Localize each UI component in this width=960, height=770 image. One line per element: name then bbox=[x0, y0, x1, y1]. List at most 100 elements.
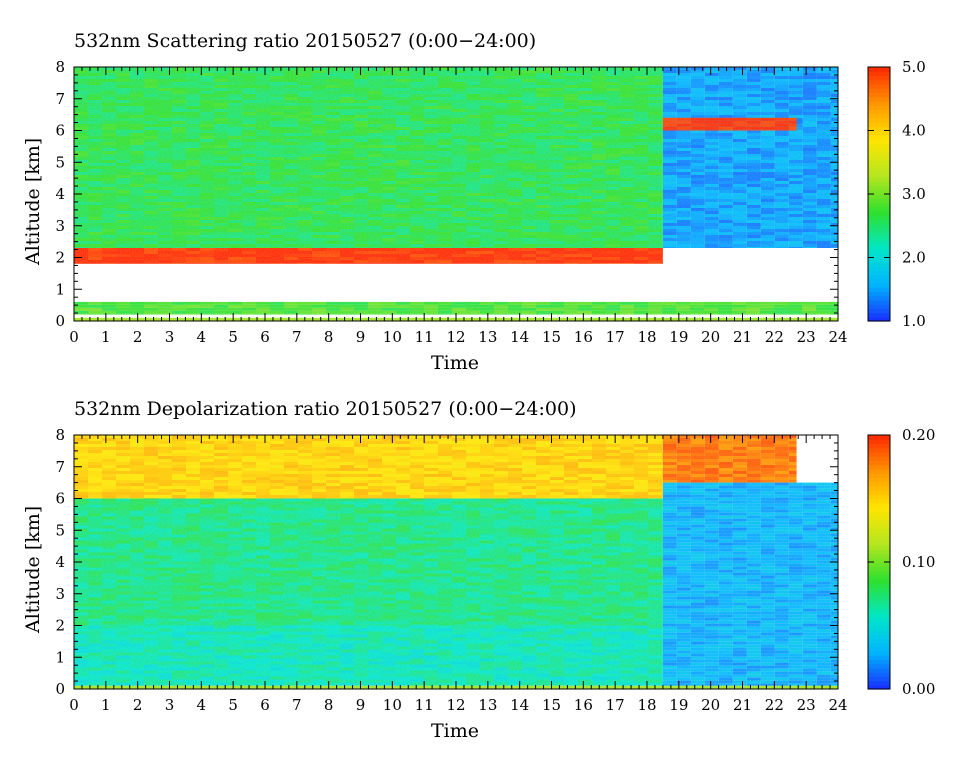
x-tick-label: 24 bbox=[828, 328, 847, 346]
x-axis: 0 1 2 3 4 5 6 7 8 9 10 11 12 13 14 15 16 17 18 19 20 21 22 23 24 bbox=[69, 67, 848, 346]
colorbar-segment bbox=[868, 164, 890, 170]
colorbar-segment bbox=[868, 676, 890, 682]
scattering-ratio-panel: 532nm Scattering ratio 20150527 (0:00−24… bbox=[22, 30, 926, 374]
colorbar-segment bbox=[868, 249, 890, 254]
colorbar-segment bbox=[868, 88, 890, 93]
colorbar-segment bbox=[868, 253, 890, 259]
colorbar-segment bbox=[868, 79, 890, 85]
y-tick-label: 2 bbox=[55, 249, 65, 267]
y-axis-label: Altitude [km] bbox=[22, 505, 44, 633]
colorbar-segment bbox=[868, 583, 890, 588]
colorbar-tick-label: 0.20 bbox=[902, 426, 935, 444]
colorbar-segment bbox=[868, 435, 890, 440]
x-tick-label: 9 bbox=[356, 696, 366, 714]
colorbar-segment bbox=[868, 177, 890, 182]
x-tick-label: 5 bbox=[228, 328, 238, 346]
scattering-ratio-plot: 0 1 2 3 4 5 6 7 8 9 10 11 12 13 14 15 16 17 18 19 20 21 22 23 24… bbox=[55, 58, 926, 346]
colorbar-segment bbox=[868, 490, 890, 495]
colorbar-segment bbox=[868, 147, 890, 153]
colorbar-segment bbox=[868, 460, 890, 466]
colorbar-segment bbox=[868, 202, 890, 208]
colorbar-segment bbox=[868, 278, 890, 284]
x-tick-label: 17 bbox=[606, 696, 625, 714]
x-axis-label: Time bbox=[431, 720, 480, 742]
colorbar-segment bbox=[868, 638, 890, 644]
x-tick-label: 19 bbox=[669, 696, 688, 714]
x-tick-label: 14 bbox=[510, 328, 529, 346]
depolarization-ratio-plot: 0 1 2 3 4 5 6 7 8 9 10 11 12 13 14 15 16 17 18 19 20 21 22 23 24… bbox=[55, 426, 935, 714]
x-tick-label: 1 bbox=[101, 328, 111, 346]
colorbar-segment bbox=[868, 468, 890, 474]
colorbar-segment bbox=[868, 515, 890, 521]
x-tick-label: 3 bbox=[165, 328, 175, 346]
colorbar-segment bbox=[868, 75, 890, 81]
colorbar-segment bbox=[868, 189, 890, 195]
colorbar-segment bbox=[868, 553, 890, 559]
colorbar-segment bbox=[868, 473, 890, 478]
colorbar-segment bbox=[868, 485, 890, 491]
colorbar-segment bbox=[868, 83, 890, 89]
colorbar-segment bbox=[868, 464, 890, 470]
colorbar-segment bbox=[868, 659, 890, 665]
x-tick-label: 19 bbox=[669, 328, 688, 346]
colorbar-segment bbox=[868, 663, 890, 669]
colorbar-segment bbox=[868, 680, 890, 686]
x-tick-label: 2 bbox=[133, 328, 143, 346]
colorbar-segment bbox=[868, 536, 890, 542]
colorbar-segment bbox=[868, 456, 890, 461]
y-tick-label: 4 bbox=[55, 553, 65, 571]
colorbar-segment bbox=[868, 672, 890, 677]
y-tick-label: 3 bbox=[55, 217, 65, 235]
colorbar-segment bbox=[868, 439, 890, 445]
colorbar-segment bbox=[868, 282, 890, 288]
colorbar-segment bbox=[868, 92, 890, 98]
noise-overlay bbox=[74, 435, 838, 689]
colorbar-tick-label: 0.10 bbox=[902, 553, 935, 571]
colorbar-segment bbox=[868, 257, 890, 263]
colorbar-segment bbox=[868, 604, 890, 610]
x-tick-label: 2 bbox=[133, 696, 143, 714]
colorbar-segment bbox=[868, 105, 890, 110]
colorbar-segment bbox=[868, 629, 890, 635]
y-tick-label: 1 bbox=[55, 648, 65, 666]
colorbar-segment bbox=[868, 143, 890, 149]
x-tick-label: 20 bbox=[701, 696, 720, 714]
colorbar-segment bbox=[868, 570, 890, 576]
colorbar-segment bbox=[868, 316, 890, 322]
x-tick-label: 11 bbox=[415, 328, 434, 346]
colorbar-tick-label: 3.0 bbox=[902, 185, 926, 203]
colorbar-segment bbox=[868, 574, 890, 580]
colorbar-segment bbox=[868, 447, 890, 453]
colorbar-segment bbox=[868, 562, 890, 567]
colorbar: 1.0 2.0 3.0 4.0 5.0 bbox=[867, 58, 926, 330]
y-tick-label: 8 bbox=[55, 58, 65, 76]
colorbar-segment bbox=[868, 109, 890, 115]
colorbar-tick-label: 4.0 bbox=[902, 122, 926, 140]
x-tick-label: 10 bbox=[383, 696, 402, 714]
colorbar-segment bbox=[868, 130, 890, 136]
colorbar-segment bbox=[868, 215, 890, 220]
x-tick-label: 22 bbox=[765, 696, 784, 714]
colorbar-segment bbox=[868, 181, 890, 187]
colorbar-segment bbox=[868, 236, 890, 242]
colorbar-tick-label: 5.0 bbox=[902, 58, 926, 76]
colorbar-segment bbox=[868, 155, 890, 161]
colorbar-segment bbox=[868, 291, 890, 297]
colorbar-segment bbox=[868, 532, 890, 538]
x-tick-label: 16 bbox=[574, 328, 593, 346]
colorbar-tick-label: 0.00 bbox=[902, 680, 935, 698]
x-tick-label: 12 bbox=[446, 328, 465, 346]
colorbar-segment bbox=[868, 122, 890, 127]
colorbar-segment bbox=[868, 621, 890, 627]
colorbar-segment bbox=[868, 287, 890, 292]
chart-title: 532nm Depolarization ratio 20150527 (0:0… bbox=[74, 398, 577, 420]
colorbar-segment bbox=[868, 540, 890, 546]
colorbar-segment bbox=[868, 304, 890, 309]
x-tick-label: 12 bbox=[446, 696, 465, 714]
y-tick-label: 0 bbox=[55, 312, 65, 330]
colorbar-segment bbox=[868, 312, 890, 318]
colorbar-segment bbox=[868, 198, 890, 204]
colorbar-segment bbox=[868, 502, 890, 508]
colorbar-segment bbox=[868, 557, 890, 563]
colorbar-segment bbox=[868, 566, 890, 572]
